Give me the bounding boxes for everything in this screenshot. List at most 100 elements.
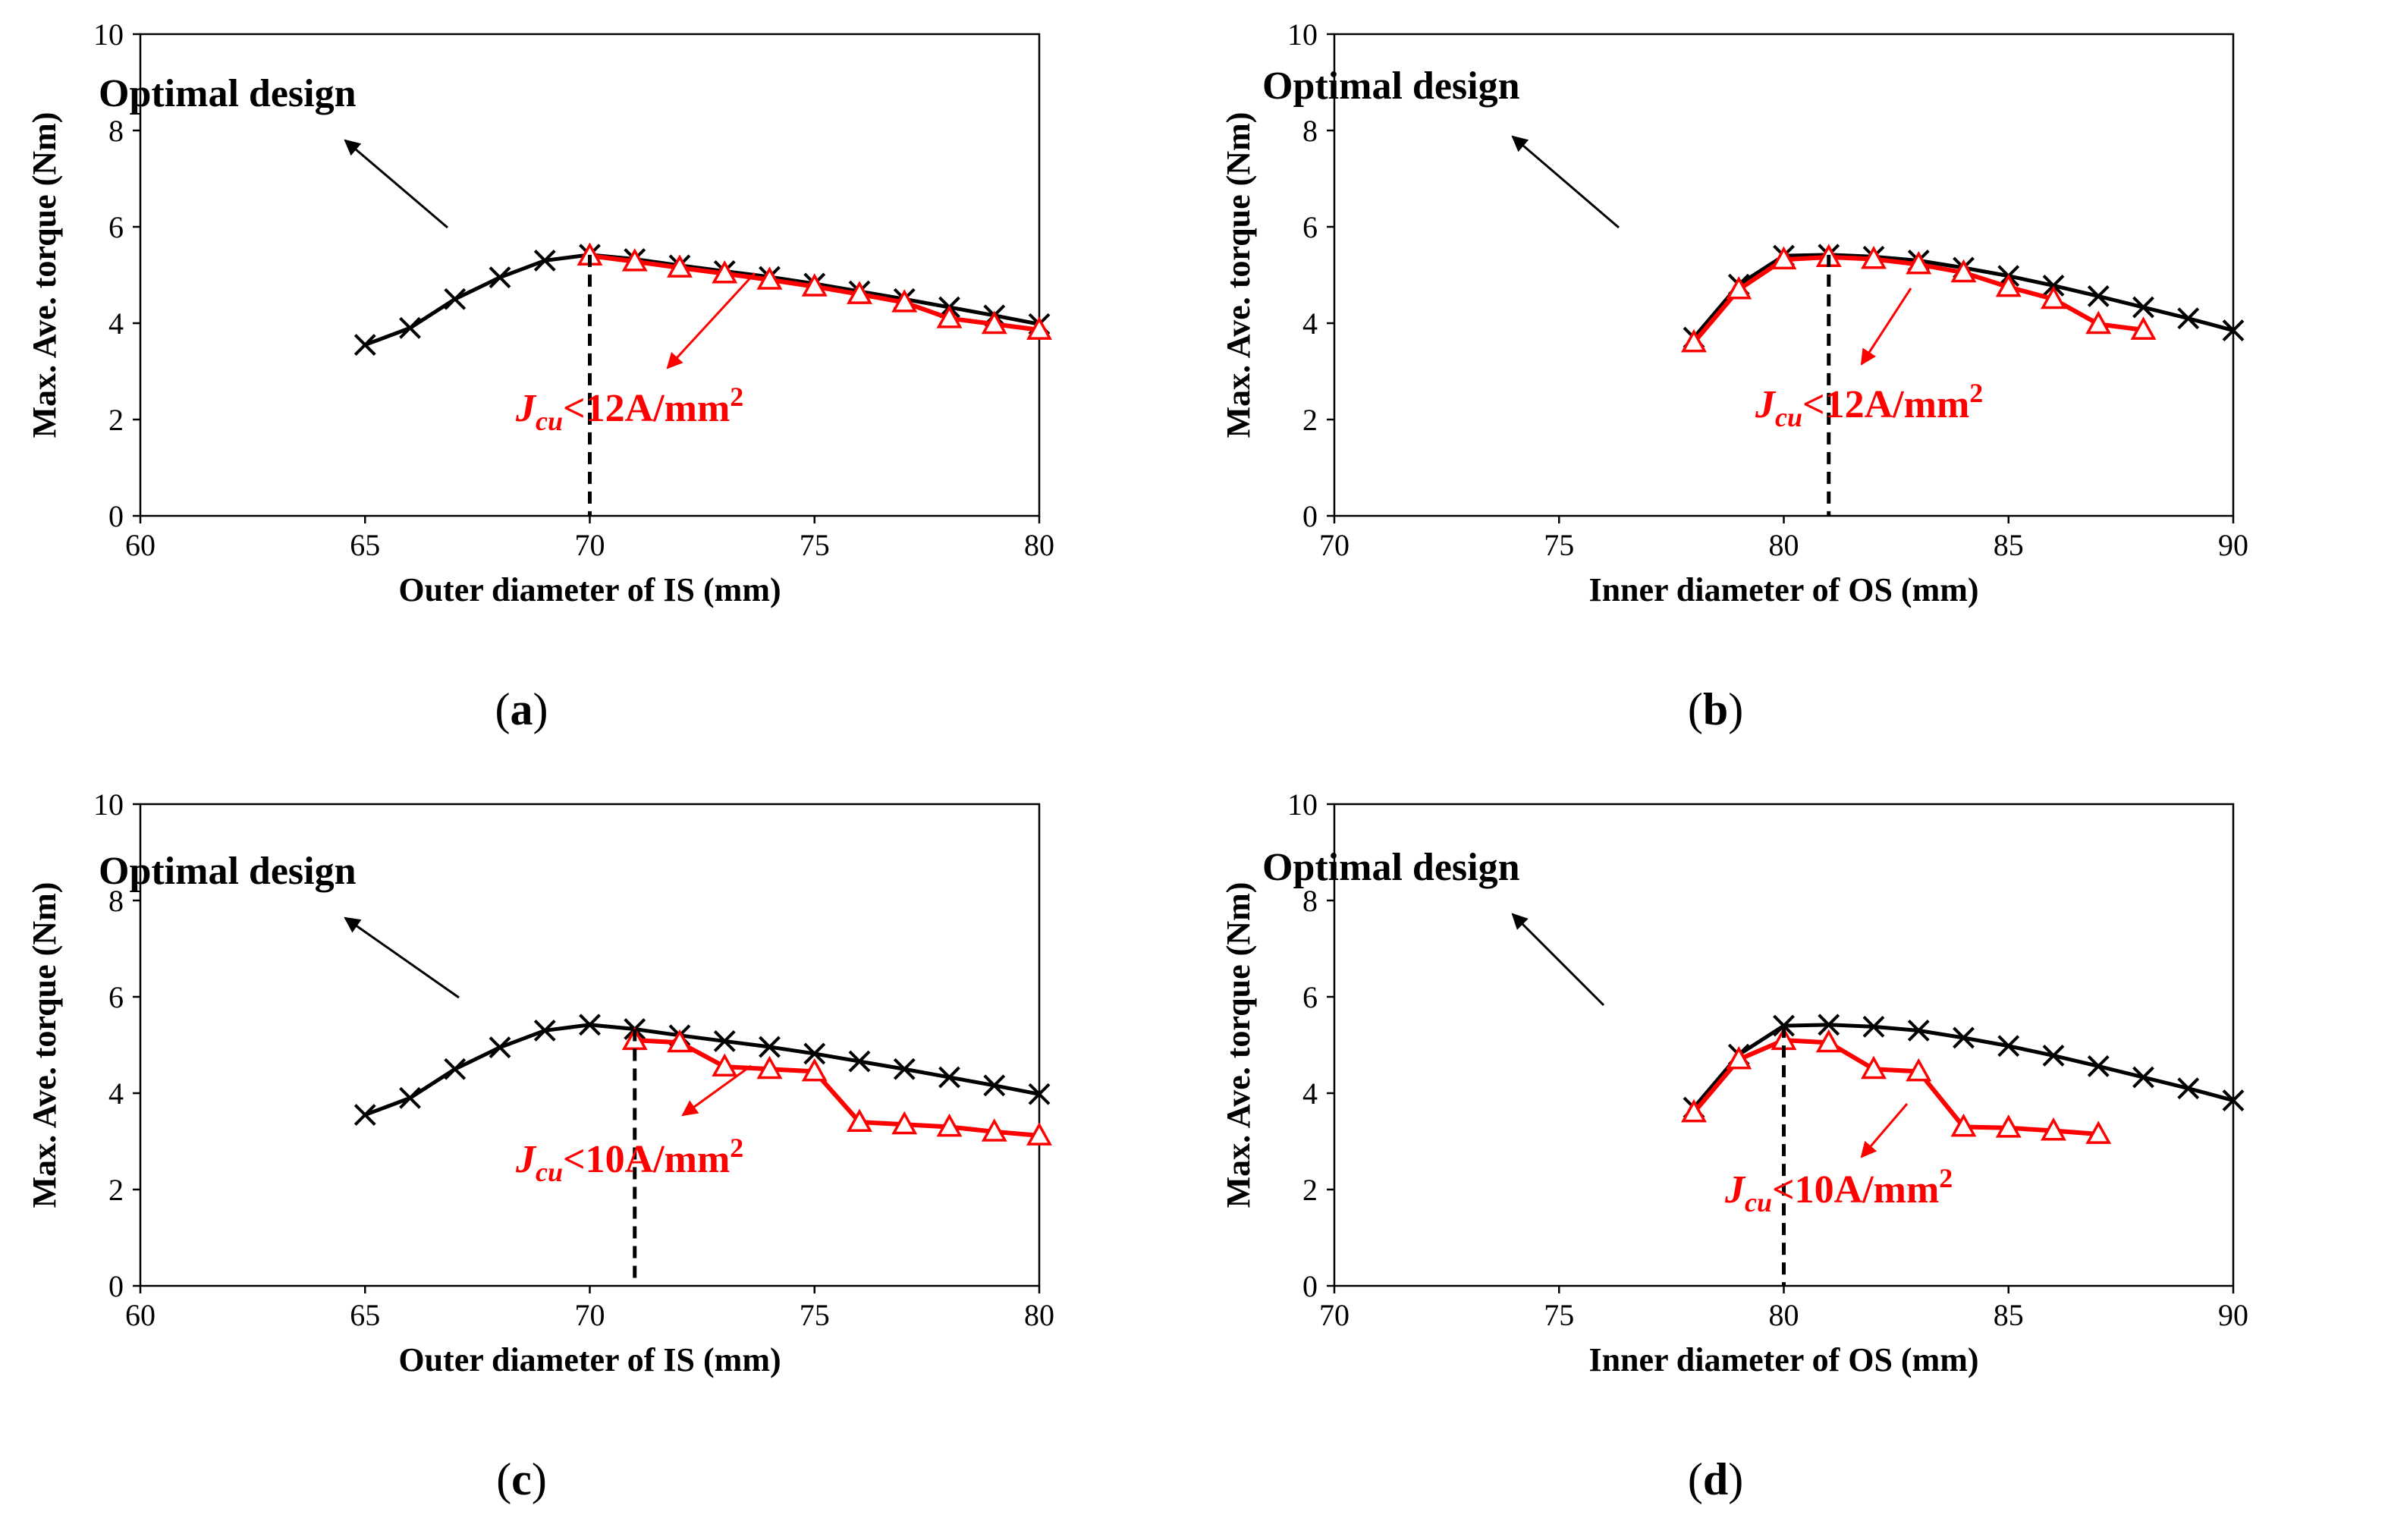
data-point-triangle (981, 1118, 1007, 1142)
data-point-triangle (1950, 1113, 1977, 1137)
y-tick-label: 10 (1287, 787, 1318, 822)
data-point-triangle (847, 281, 872, 304)
series-line-black (364, 253, 1040, 347)
optimal-design-label: Optimal design (1262, 64, 1520, 108)
x-tick-label: 80 (1769, 528, 1799, 562)
data-point-triangle (712, 1053, 738, 1077)
data-point-x (353, 1104, 376, 1126)
x-tick-label: 70 (575, 1298, 605, 1332)
data-point-x (353, 334, 376, 356)
x-axis-label: Inner diameter of OS (mm) (1588, 1341, 1978, 1378)
data-point-x (893, 1058, 916, 1080)
x-tick-label: 70 (1319, 528, 1350, 562)
x-tick-label: 90 (2218, 1298, 2248, 1332)
data-point-x (489, 1036, 511, 1059)
data-point-x (759, 1036, 781, 1058)
y-tick-label: 4 (108, 1076, 124, 1111)
panel-caption-letter: a (511, 684, 533, 734)
y-axis-label: Max. Ave. torque (Nm) (26, 882, 63, 1208)
constraint-symbol: J (515, 1138, 537, 1181)
optimal-design-label: Optimal design (1262, 846, 1520, 889)
y-tick-label: 6 (1302, 210, 1318, 244)
data-point-triangle (2085, 1120, 2112, 1144)
constraint-subscript: cu (536, 406, 563, 436)
y-tick-label: 2 (1302, 1173, 1318, 1207)
data-point-x (2042, 1045, 2065, 1067)
data-point-x (1907, 1020, 1930, 1042)
panel-caption-letter: c (511, 1454, 532, 1504)
data-point-x (2177, 307, 2200, 330)
data-point-x (2132, 1066, 2154, 1089)
data-point-triangle (1026, 316, 1052, 340)
data-point-x (444, 1058, 467, 1080)
data-point-x (848, 1050, 871, 1073)
data-point-x (399, 1086, 421, 1109)
x-tick-label: 85 (1994, 1298, 2024, 1332)
y-tick-label: 4 (1302, 306, 1318, 341)
series-line-red (1692, 1038, 2099, 1136)
data-point-x (2087, 1055, 2110, 1077)
y-tick-label: 0 (1302, 1269, 1318, 1303)
data-point-triangle (1950, 259, 1977, 283)
data-point-triangle (2041, 1117, 2066, 1141)
y-tick-label: 2 (108, 1173, 124, 1207)
data-point-x (489, 266, 511, 289)
data-point-x (1862, 1015, 1885, 1038)
x-tick-label: 85 (1994, 528, 2024, 562)
y-tick-label: 8 (1302, 884, 1318, 918)
optimal-design-arrow (344, 916, 460, 999)
x-tick-label: 60 (125, 1298, 156, 1332)
panel-caption: (a) (495, 684, 548, 734)
x-tick-label: 80 (1024, 1298, 1054, 1332)
data-point-x (2177, 1077, 2200, 1100)
data-point-triangle (2041, 285, 2066, 310)
y-tick-label: 4 (1302, 1076, 1318, 1111)
x-tick-label: 60 (125, 528, 156, 562)
data-point-triangle (756, 266, 783, 290)
data-point-triangle (936, 305, 963, 328)
y-tick-label: 0 (1302, 499, 1318, 533)
data-point-triangle (1681, 328, 1707, 353)
data-point-triangle (1906, 1058, 1932, 1082)
x-tick-label: 90 (2218, 528, 2248, 562)
y-axis-label: Max. Ave. torque (Nm) (1220, 882, 1257, 1208)
constraint-subscript: cu (536, 1157, 563, 1187)
x-tick-label: 80 (1769, 1298, 1799, 1332)
y-tick-label: 10 (93, 17, 124, 52)
x-tick-label: 80 (1024, 528, 1054, 562)
chart-panel-b: 0 2 4 6 8 10 70 75 80 85 90 Inner diameter of OS (m… (1220, 17, 2248, 734)
constraint-symbol: J (1755, 383, 1777, 426)
chart-panel-a: 0 2 4 6 8 10 60 65 70 75 80 Outer diameter of IS (m… (26, 17, 1054, 734)
y-tick-label: 8 (108, 114, 124, 148)
data-point-triangle (1726, 1045, 1752, 1070)
y-tick-label: 6 (1302, 980, 1318, 1014)
data-point-triangle (1995, 1114, 2022, 1138)
y-axis-label: Max. Ave. torque (Nm) (1220, 112, 1257, 438)
constraint-subscript: cu (1745, 1187, 1772, 1218)
x-axis-label: Outer diameter of IS (mm) (398, 571, 781, 608)
optimal-design-label: Optimal design (99, 72, 357, 115)
y-axis-label: Max. Ave. torque (Nm) (26, 112, 63, 438)
data-point-x (533, 1020, 556, 1042)
data-point-triangle (756, 1055, 783, 1080)
y-tick-label: 0 (108, 499, 124, 533)
data-point-x (1028, 1083, 1051, 1105)
y-tick-label: 10 (1287, 17, 1318, 52)
chart-panel-d: 0 2 4 6 8 10 70 75 80 85 90 Inner diameter of OS (m… (1220, 787, 2248, 1504)
data-point-x (1953, 1026, 1975, 1049)
panel-caption-letter: b (1703, 684, 1728, 734)
constraint-value: <12A/mm (1802, 383, 1969, 426)
x-axis-label: Inner diameter of OS (mm) (1588, 571, 1978, 608)
data-point-x (2222, 1089, 2245, 1111)
data-point-triangle (801, 1058, 828, 1082)
panel-caption-letter: d (1703, 1454, 1728, 1504)
data-point-x (1818, 1014, 1840, 1036)
data-point-triangle (1995, 273, 2022, 297)
x-tick-label: 75 (1544, 1298, 1574, 1332)
data-point-triangle (936, 1113, 963, 1137)
optimal-design-label: Optimal design (99, 850, 357, 893)
current-density-constraint-label: Jcu<12A/mm2 (1755, 378, 1983, 432)
constraint-superscript: 2 (730, 382, 743, 412)
data-point-triangle (1861, 1055, 1887, 1080)
